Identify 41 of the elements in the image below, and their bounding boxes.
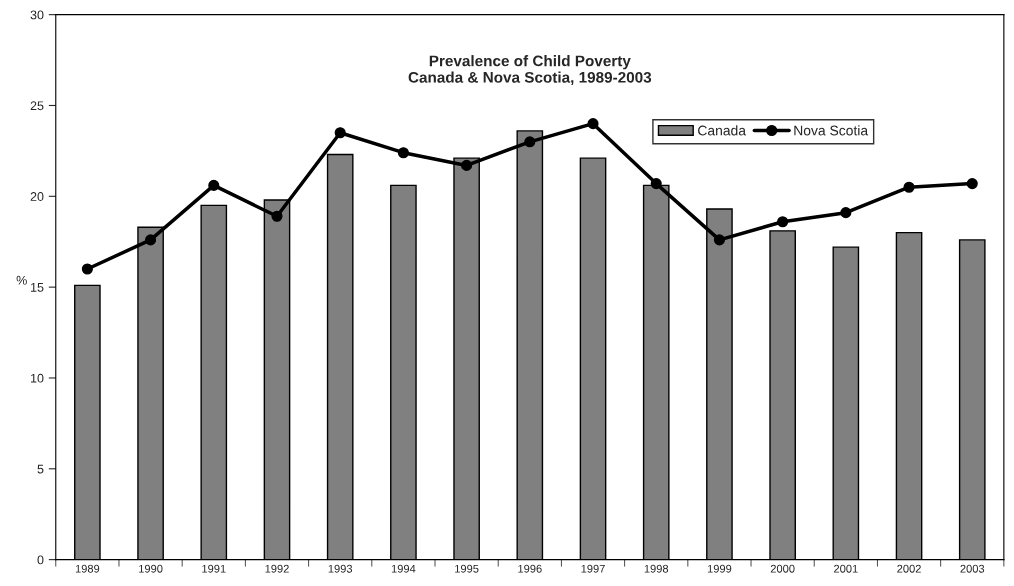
point — [966, 178, 978, 190]
y-tick-label: 0 — [37, 555, 44, 565]
point — [461, 159, 473, 171]
x-tick-label: 1997 — [581, 564, 605, 573]
y-tick-label: 10 — [31, 373, 44, 383]
x-tick-label: 1991 — [202, 564, 226, 573]
x-tick-label: 1992 — [265, 564, 289, 573]
point — [208, 179, 220, 191]
point — [903, 181, 915, 193]
text: Prevalence of Child Poverty Canada & Nova Scotia, 1989-2003 — [408, 55, 652, 85]
legend-label: Canada — [698, 125, 747, 136]
x-tick-label: 1990 — [139, 564, 163, 573]
x-tick-label: 1995 — [455, 564, 479, 573]
x-tick-label: 2000 — [770, 564, 795, 573]
x-tick-label: 1993 — [328, 564, 353, 573]
point — [650, 178, 662, 190]
y-tick-label: 20 — [30, 192, 44, 201]
x-tick-label: 1999 — [707, 564, 732, 573]
y-axis-title: % — [16, 275, 27, 285]
x-tick-label: 2003 — [960, 564, 985, 573]
legend-label: Nova Scotia — [794, 125, 869, 136]
point — [840, 207, 852, 219]
y-tick-label: 15 — [31, 283, 44, 292]
x-tick-label: 1994 — [391, 564, 416, 573]
point — [145, 234, 157, 246]
x-tick-label: 2001 — [834, 564, 858, 573]
point — [81, 263, 93, 275]
point — [334, 127, 346, 139]
point — [271, 210, 283, 222]
x-tick-label: 1996 — [518, 564, 542, 573]
x-tick-label: 2002 — [897, 564, 921, 573]
x-tick-label: 1998 — [644, 564, 669, 573]
point — [713, 234, 725, 246]
y-tick-label: 30 — [30, 10, 44, 20]
x-tick-label: 1989 — [75, 564, 100, 573]
point — [524, 136, 536, 148]
y-tick-label: 5 — [37, 464, 44, 474]
point — [587, 118, 599, 130]
y-tick-label: 25 — [30, 101, 44, 111]
point — [397, 147, 409, 159]
point — [777, 216, 789, 228]
